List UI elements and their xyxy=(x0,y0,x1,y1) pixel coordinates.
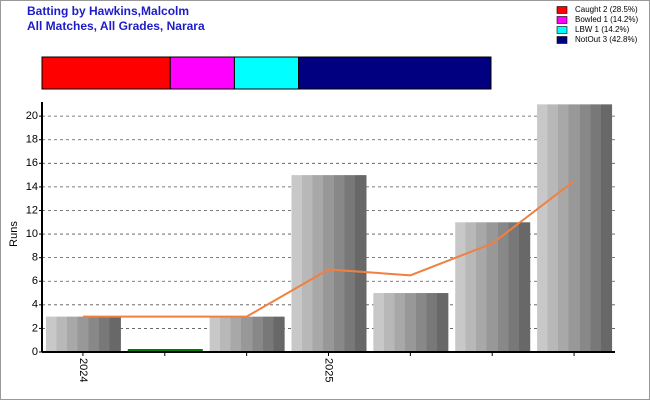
y-tick-label: 12 xyxy=(26,204,38,216)
bar xyxy=(537,104,613,352)
chart-subtitle: All Matches, All Grades, Narara xyxy=(27,19,205,33)
x-tick-label: 2025 xyxy=(323,358,335,382)
bar xyxy=(127,349,203,351)
y-axis-label: Runs xyxy=(8,221,20,247)
y-tick-label: 6 xyxy=(32,275,38,287)
dismissal-segment xyxy=(233,56,300,90)
y-tick-label: 10 xyxy=(26,228,38,240)
legend-label: Bowled 1 (14.2%) xyxy=(575,15,638,24)
y-tick-label: 14 xyxy=(26,181,38,193)
y-tick-label: 16 xyxy=(26,157,38,169)
legend-swatch xyxy=(556,6,568,14)
bar xyxy=(209,316,285,352)
bar xyxy=(373,293,449,352)
x-tick-label: 2024 xyxy=(77,358,89,382)
dismissal-segment xyxy=(169,56,235,90)
bar xyxy=(455,222,531,352)
chart-title: Batting by Hawkins,Malcolm xyxy=(27,4,189,18)
y-tick-label: 20 xyxy=(26,110,38,122)
bar xyxy=(45,316,121,352)
dismissal-segment xyxy=(298,56,492,90)
y-tick-label: 4 xyxy=(32,299,38,311)
y-tick-label: 8 xyxy=(32,252,38,264)
legend-swatch xyxy=(556,26,568,34)
trend-line xyxy=(82,180,575,318)
legend-swatch xyxy=(556,16,568,24)
y-tick-label: 0 xyxy=(32,346,38,358)
y-tick-label: 2 xyxy=(32,322,38,334)
legend-swatch xyxy=(556,36,568,44)
bar xyxy=(291,175,367,352)
legend-label: LBW 1 (14.2%) xyxy=(575,25,630,34)
legend-label: NotOut 3 (42.8%) xyxy=(575,35,638,44)
y-tick-label: 18 xyxy=(26,134,38,146)
legend-label: Caught 2 (28.5%) xyxy=(575,5,638,14)
dismissal-segment xyxy=(41,56,171,90)
